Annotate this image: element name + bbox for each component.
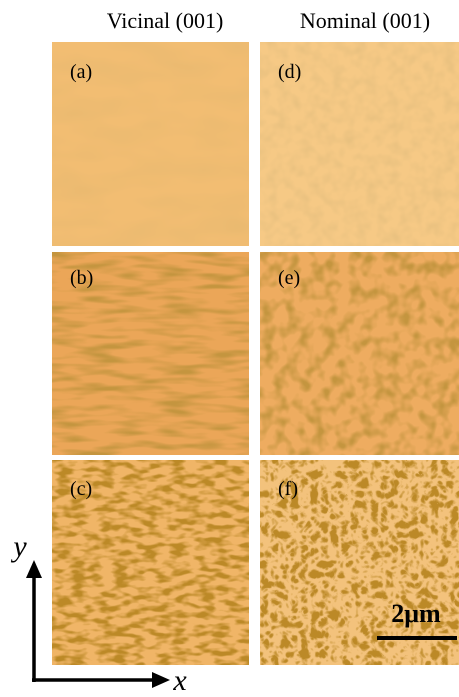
axes-indicator: y x [10,530,187,697]
panel-label: (e) [278,267,300,289]
panel: (a) [52,42,249,246]
column-header: Vicinal (001) [107,8,224,33]
panel-label: (d) [278,61,301,83]
panel: (d) [260,42,459,246]
afm-texture [52,252,249,455]
panel: (e) [260,252,459,455]
afm-texture [260,252,459,455]
afm-texture [52,42,249,246]
y-arrow-head [26,560,42,578]
afm-texture [52,460,249,665]
panel: (c) [52,460,249,665]
panel-label: (a) [70,61,92,83]
scale-bar-label: 2μm [391,599,441,628]
y-axis-label: y [10,530,27,563]
panel: (f) [260,460,459,665]
column-header: Nominal (001) [300,8,430,33]
panel: (b) [52,252,249,455]
x-arrow-head [152,672,170,688]
afm-texture [260,460,459,665]
panel-label: (b) [70,267,93,289]
scale-bar: 2μm [377,599,457,640]
x-axis-label: x [172,664,187,697]
panel-label: (c) [70,478,92,500]
panel-label: (f) [278,478,298,500]
afm-texture [260,42,459,246]
